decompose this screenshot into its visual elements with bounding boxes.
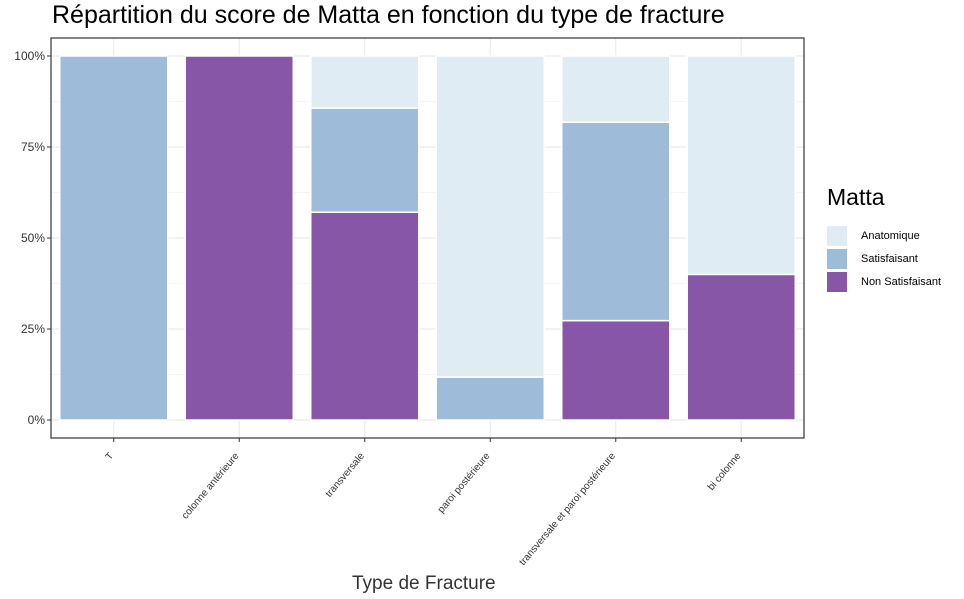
x-tick-label: paroi postérieure — [436, 451, 493, 516]
x-tick-label: transversale et paroi postérieure — [517, 451, 618, 568]
bar-segment — [310, 107, 420, 213]
bar-segment — [184, 55, 294, 421]
legend-key — [827, 271, 847, 292]
legend-item: Satisfaisant — [827, 247, 941, 270]
legend-items: Anatomique Satisfaisant Non Satisfaisant — [827, 224, 941, 293]
legend-item: Anatomique — [827, 224, 941, 247]
legend-key — [827, 225, 847, 246]
x-tick-label: transversale — [324, 451, 368, 500]
bar-segment — [59, 55, 169, 421]
bar-segment — [561, 121, 671, 322]
bar-segment — [310, 55, 420, 109]
x-tick-label: bi colonne — [706, 451, 744, 493]
bar-segment — [561, 319, 671, 421]
bar-segment — [561, 55, 671, 123]
bar-segment — [686, 273, 796, 421]
legend-item: Non Satisfaisant — [827, 270, 941, 293]
bar-segment — [310, 211, 420, 421]
legend-label: Non Satisfaisant — [861, 275, 942, 288]
legend-key — [827, 248, 847, 269]
bar-segment — [435, 55, 545, 378]
x-axis-label: Type de Fracture — [352, 573, 496, 594]
legend: Matta Anatomique Satisfaisant Non Satisfai… — [827, 184, 941, 293]
chart-title: Répartition du score de Matta en fonctio… — [52, 1, 725, 29]
legend-label: Anatomique — [861, 229, 920, 242]
y-tick-label: 25% — [21, 322, 45, 336]
legend-title: Matta — [827, 184, 885, 210]
y-tick-label: 0% — [28, 413, 46, 427]
y-tick-label: 100% — [14, 49, 45, 63]
x-tick-label: T — [104, 451, 116, 463]
bar-segment — [686, 55, 796, 276]
x-tick-label: colonne antérieure — [180, 451, 242, 522]
legend-label: Satisfaisant — [861, 252, 918, 265]
y-tick-label: 75% — [21, 140, 45, 154]
y-tick-label: 50% — [21, 231, 45, 245]
bar-segment — [435, 376, 545, 421]
